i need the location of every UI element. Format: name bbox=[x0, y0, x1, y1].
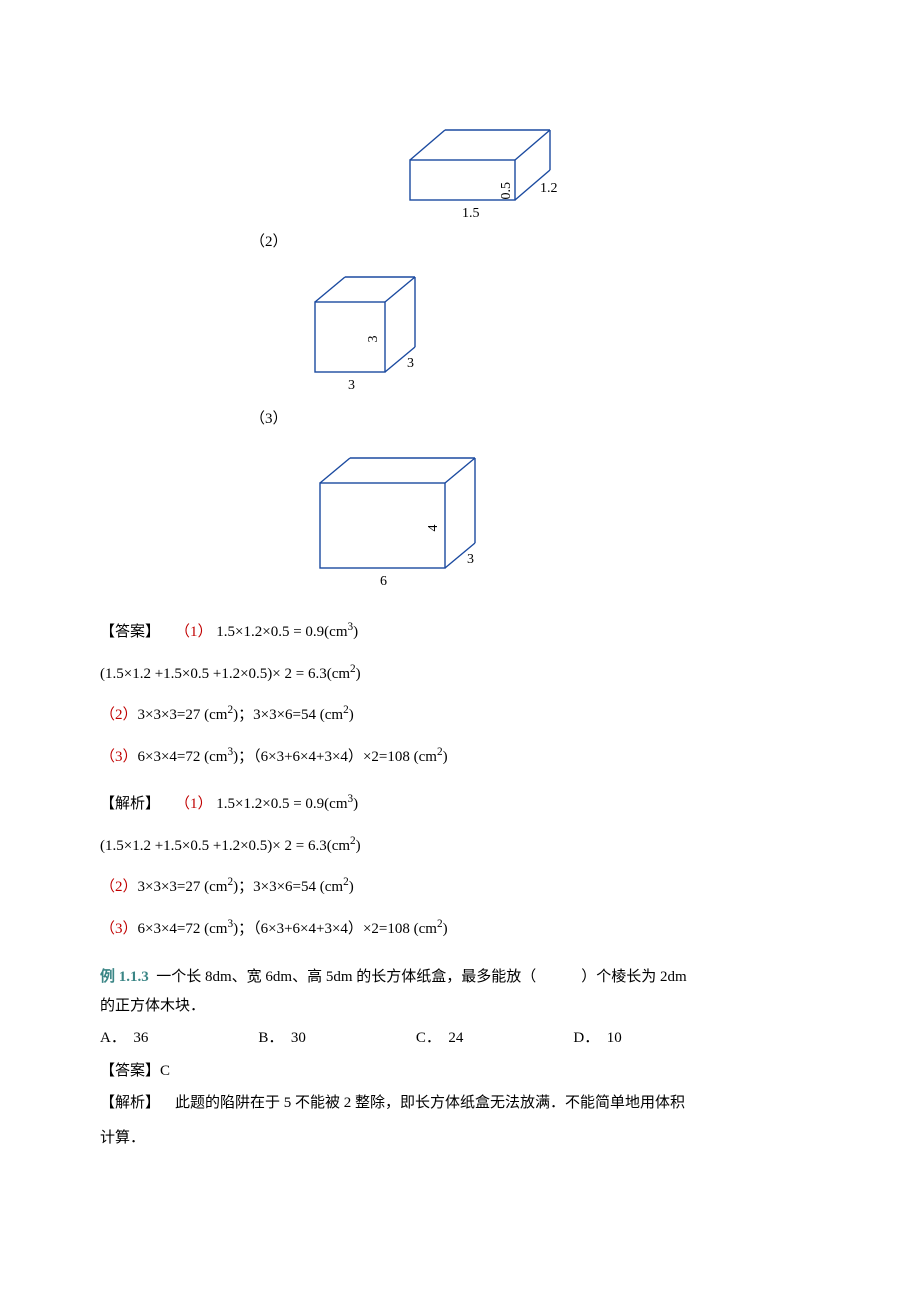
answer-line-2: （2）3×3×3=27 (cm2)；3×3×6=54 (cm2) bbox=[100, 700, 820, 730]
example-answer: 【答案】C bbox=[100, 1057, 820, 1086]
option-c: C． 24 bbox=[416, 1024, 464, 1053]
cuboid-3: 6 3 4 bbox=[295, 443, 505, 593]
solution-line-2: （2）3×3×3=27 (cm2)；3×3×6=54 (cm2) bbox=[100, 872, 820, 902]
figure-1: 1.5 1.2 0.5 bbox=[160, 110, 820, 220]
sol1-surface: (1.5×1.2 +1.5×0.5 +1.2×0.5)× 2 = 6.3(cm2… bbox=[100, 838, 361, 854]
answer-tag: 【答案】 bbox=[100, 624, 160, 640]
sol1-volume: 1.5×1.2×0.5 = 0.9(cm3) bbox=[216, 796, 358, 812]
solution-line-1: 【解析】 （1） 1.5×1.2×0.5 = 0.9(cm3) bbox=[100, 789, 820, 819]
sol1-prefix: （1） bbox=[175, 796, 213, 812]
options-row: A． 36 B． 30 C． 24 D． 10 bbox=[100, 1024, 820, 1053]
example-answer-tag: 【答案】 bbox=[100, 1063, 160, 1079]
fig1-vert: 0.5 bbox=[499, 182, 514, 200]
ans1-volume: 1.5×1.2×0.5 = 0.9(cm3) bbox=[216, 624, 358, 640]
fig1-right: 1.2 bbox=[540, 181, 558, 196]
ans1-prefix: （1） bbox=[175, 624, 213, 640]
ans3-text: 6×3×4=72 (cm3)；（6×3+6×4+3×4）×2=108 (cm2) bbox=[138, 749, 448, 765]
fig2-bottom: 3 bbox=[348, 378, 355, 393]
example-tag: 例 1.1.3 bbox=[100, 969, 149, 985]
subpart-3-label: （3） bbox=[250, 405, 820, 434]
solution-line-1s: (1.5×1.2 +1.5×0.5 +1.2×0.5)× 2 = 6.3(cm2… bbox=[100, 831, 820, 861]
sol2-text: 3×3×3=27 (cm2)；3×3×6=54 (cm2) bbox=[138, 879, 354, 895]
option-a: A． 36 bbox=[100, 1024, 148, 1053]
cube-2: 3 3 3 bbox=[290, 267, 450, 397]
sol3-text: 6×3×4=72 (cm3)；（6×3+6×4+3×4）×2=108 (cm2) bbox=[138, 921, 448, 937]
example-explain-2: 计算． bbox=[100, 1124, 820, 1153]
answer-line-3: （3）6×3×4=72 (cm3)；（6×3+6×4+3×4）×2=108 (c… bbox=[100, 742, 820, 772]
example-exp-tag: 【解析】 bbox=[100, 1095, 160, 1111]
solution-line-3: （3）6×3×4=72 (cm3)；（6×3+6×4+3×4）×2=108 (c… bbox=[100, 914, 820, 944]
ans1-surface: (1.5×1.2 +1.5×0.5 +1.2×0.5)× 2 = 6.3(cm2… bbox=[100, 666, 361, 682]
figure-3: 6 3 4 bbox=[0, 443, 820, 593]
figure-2: 3 3 3 bbox=[0, 267, 820, 397]
answer-line-1: 【答案】 （1） 1.5×1.2×0.5 = 0.9(cm3) bbox=[100, 617, 820, 647]
option-b: B． 30 bbox=[258, 1024, 306, 1053]
fig2-right: 3 bbox=[407, 356, 414, 371]
example-1-1-3: 例 1.1.3 一个长 8dm、宽 6dm、高 5dm 的长方体纸盒，最多能放（… bbox=[100, 963, 820, 1152]
example-text1: 一个长 8dm、宽 6dm、高 5dm 的长方体纸盒，最多能放（ ）个棱长为 2… bbox=[156, 969, 686, 985]
example-line1: 例 1.1.3 一个长 8dm、宽 6dm、高 5dm 的长方体纸盒，最多能放（… bbox=[100, 963, 820, 992]
answer-line-1s: (1.5×1.2 +1.5×0.5 +1.2×0.5)× 2 = 6.3(cm2… bbox=[100, 659, 820, 689]
subpart-2-label: （2） bbox=[250, 228, 820, 257]
fig3-right: 3 bbox=[467, 552, 474, 567]
example-exp-text: 此题的陷阱在于 5 不能被 2 整除，即长方体纸盒无法放满．不能简单地用体积 bbox=[175, 1095, 685, 1111]
fig3-vert: 4 bbox=[426, 525, 441, 532]
solution-tag: 【解析】 bbox=[100, 796, 160, 812]
example-text2: 的正方体木块． bbox=[100, 992, 820, 1021]
cuboid-1: 1.5 1.2 0.5 bbox=[390, 110, 590, 220]
example-answer-val: C bbox=[160, 1063, 170, 1079]
fig2-vert: 3 bbox=[366, 335, 381, 342]
option-d: D． 10 bbox=[573, 1024, 621, 1053]
ans2-text: 3×3×3=27 (cm2)；3×3×6=54 (cm2) bbox=[138, 707, 354, 723]
example-explain-1: 【解析】 此题的陷阱在于 5 不能被 2 整除，即长方体纸盒无法放满．不能简单地… bbox=[100, 1089, 820, 1118]
fig1-bottom: 1.5 bbox=[462, 206, 480, 220]
fig3-bottom: 6 bbox=[380, 574, 387, 589]
